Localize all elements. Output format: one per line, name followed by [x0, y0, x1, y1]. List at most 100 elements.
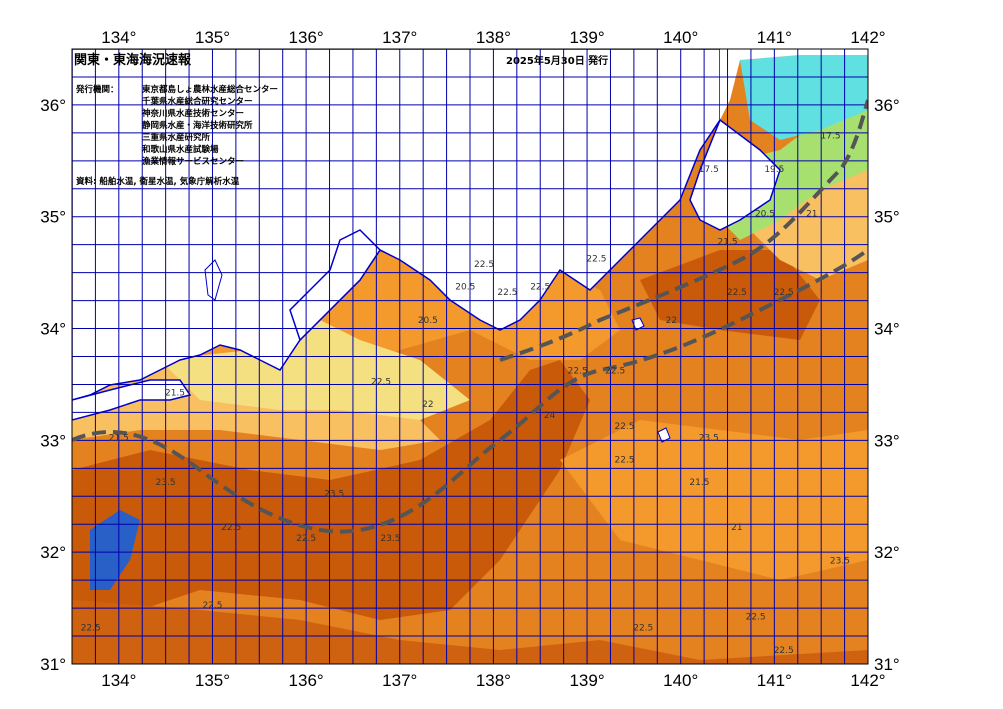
kuroshio-axis	[72, 99, 868, 534]
land-shikoku-east	[72, 379, 192, 421]
publishers-heading: 発行機関：	[75, 84, 119, 95]
lon-tick-label-bottom: 140°	[663, 671, 698, 690]
contour-label: 22.5	[774, 646, 794, 656]
contour-label: 22.5	[296, 534, 316, 544]
publisher-item: 千葉県水産総合研究センター	[142, 96, 253, 107]
land-awaji	[204, 259, 223, 301]
lat-tick-label-right: 36°	[874, 96, 900, 115]
sst-warmest-band-south	[72, 600, 868, 664]
contour-label: 17.5	[821, 131, 841, 141]
contour-label: 22.5	[605, 366, 625, 376]
lat-tick-label-left: 35°	[40, 208, 66, 227]
lon-tick-label-bottom: 141°	[757, 671, 792, 690]
contour-label: 22.5	[746, 612, 766, 622]
contour-label: 20.5	[755, 210, 775, 220]
land-izu-oshima	[631, 317, 645, 331]
lon-tick-label-bottom: 138°	[476, 671, 511, 690]
contour-label: 22.5	[221, 523, 241, 533]
contour-label: 21.5	[109, 433, 129, 443]
sst-warmest-band	[72, 360, 590, 640]
lat-tick-label-left: 36°	[40, 96, 66, 115]
contour-label: 23.5	[830, 556, 850, 566]
lon-tick-label-bottom: 142°	[850, 671, 885, 690]
publisher-item: 和歌山県水産試験場	[142, 144, 219, 155]
contour-label: 22.5	[586, 254, 606, 264]
land-boso	[689, 118, 781, 231]
contour-label: 22.5	[371, 377, 391, 387]
contour-label: 22	[422, 400, 433, 410]
lon-tick-label-top: 135°	[195, 28, 230, 47]
publisher-item: 静岡県水産・海洋技術研究所	[142, 120, 253, 131]
publisher-list: 東京都島しょ農林水産総合センター千葉県水産総合研究センター神奈川県水産技術センタ…	[142, 84, 278, 167]
contour-label: 21.5	[689, 478, 709, 488]
lon-tick-label-top: 138°	[476, 28, 511, 47]
publisher-item: 三重県水産研究所	[142, 132, 211, 143]
contour-label: 23.5	[380, 534, 400, 544]
contour-label: 23.5	[699, 433, 719, 443]
contour-label: 23.5	[156, 478, 176, 488]
lat-lon-grid	[72, 49, 868, 664]
lon-tick-label-bottom: 137°	[382, 671, 417, 690]
land-hachijo	[657, 427, 671, 443]
sst-cool-band	[160, 320, 470, 420]
contour-label: 24	[544, 411, 556, 421]
lon-tick-label-bottom: 134°	[101, 671, 136, 690]
lon-tick-label-top: 142°	[850, 28, 885, 47]
contour-label: 22	[666, 316, 677, 326]
contour-label: 22.5	[81, 623, 101, 633]
sst-cold-patch-southwest	[90, 510, 140, 590]
lat-tick-label-left: 34°	[40, 320, 66, 339]
axis-labels: 134° 134° 135° 135° 136° 136° 137° 137° 138° 138°…	[40, 28, 899, 690]
contour-label: 19.5	[764, 165, 784, 175]
contour-label: 22.5	[568, 366, 588, 376]
lon-tick-label-top: 141°	[757, 28, 792, 47]
sst-mid-band	[560, 420, 868, 580]
lat-tick-label-right: 31°	[874, 655, 900, 674]
data-sources: 資料: 船舶水温, 衛星水温, 気象庁解析水温	[75, 176, 240, 187]
publisher-item: 東京都島しょ農林水産総合センター	[142, 84, 278, 95]
lat-tick-label-right: 33°	[874, 431, 900, 450]
contour-label: 17.5	[699, 165, 719, 175]
contour-label: 22.5	[614, 422, 634, 432]
contour-label: 20.5	[418, 316, 438, 326]
map-title: 関東・東海海況速報	[74, 52, 192, 68]
lat-tick-label-left: 33°	[40, 431, 66, 450]
contour-label: 22.5	[530, 282, 550, 292]
publisher-item: 神奈川県水産技術センター	[142, 108, 244, 119]
lon-tick-label-bottom: 136°	[289, 671, 324, 690]
contour-label: 22.5	[202, 601, 222, 611]
lon-tick-label-top: 140°	[663, 28, 698, 47]
lon-tick-label-bottom: 139°	[569, 671, 604, 690]
issue-date: 2025年5月30日 発行	[506, 54, 608, 67]
sst-cyan-band-east	[740, 55, 868, 140]
contour-label: 21.5	[165, 389, 185, 399]
lat-tick-label-right: 32°	[874, 543, 900, 562]
contour-label: 23.5	[324, 489, 344, 499]
lon-tick-label-top: 136°	[289, 28, 324, 47]
sst-light-band-east	[740, 160, 868, 280]
contour-labels: 20.5 20.5 22.5 22.5 22.5 22.5 24 22.5 22.5 22 22.5…	[81, 131, 850, 655]
kuroshio-path-main	[72, 248, 868, 534]
lat-tick-label-left: 31°	[40, 655, 66, 674]
contour-label: 22.5	[474, 260, 494, 270]
contour-label: 21.5	[718, 238, 738, 248]
contour-label: 22.5	[727, 288, 747, 298]
lon-tick-label-top: 134°	[101, 28, 136, 47]
contour-label: 22.5	[497, 288, 517, 298]
lon-tick-label-bottom: 135°	[195, 671, 230, 690]
contour-label: 22.5	[774, 288, 794, 298]
land-kii-peninsula	[289, 229, 381, 342]
lat-tick-label-left: 32°	[40, 543, 66, 562]
lon-tick-label-top: 139°	[569, 28, 604, 47]
lon-tick-label-top: 137°	[382, 28, 417, 47]
publisher-item: 漁業情報サービスセンター	[142, 156, 244, 167]
lat-tick-label-right: 34°	[874, 320, 900, 339]
kuroshio-path-north	[499, 99, 868, 362]
map-layers	[72, 49, 868, 664]
contour-label: 21	[731, 523, 742, 533]
contour-label: 20.5	[455, 282, 475, 292]
contour-label: 21	[806, 210, 817, 220]
contour-label: 22.5	[614, 456, 634, 466]
map-frame	[71, 48, 869, 665]
contour-label: 22.5	[633, 623, 653, 633]
